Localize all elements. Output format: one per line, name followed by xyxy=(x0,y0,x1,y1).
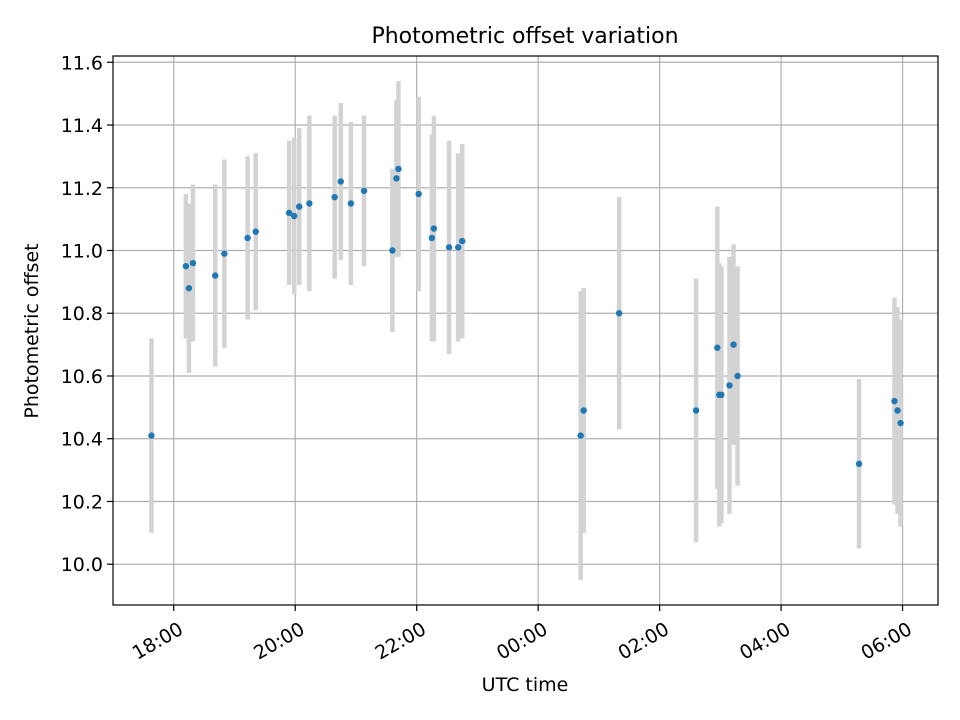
y-tick-label: 11.4 xyxy=(61,115,103,137)
data-point xyxy=(212,272,219,279)
data-point xyxy=(855,460,863,468)
data-point xyxy=(185,284,193,292)
y-axis-ticks: 10.0 10.2 10.4 10.6 10.8 11.0 11.2 11.4 11.6 xyxy=(61,52,113,576)
data-point xyxy=(337,178,344,185)
data-point xyxy=(692,407,700,414)
data-point xyxy=(718,391,725,399)
data-point xyxy=(347,200,355,207)
data-point xyxy=(430,225,438,232)
data-point xyxy=(415,190,422,198)
data-point xyxy=(244,234,251,242)
data-point xyxy=(577,432,584,439)
data-point xyxy=(894,407,901,414)
data-point xyxy=(290,212,298,220)
y-tick-label: 10.4 xyxy=(61,429,103,451)
data-points xyxy=(148,165,904,468)
data-point xyxy=(395,165,402,173)
data-point xyxy=(296,203,303,210)
data-point xyxy=(389,247,396,254)
y-tick-label: 11.2 xyxy=(61,178,103,200)
plot-area xyxy=(113,56,938,605)
data-point xyxy=(252,228,259,235)
y-tick-label: 10.0 xyxy=(61,554,103,576)
data-point xyxy=(393,175,400,182)
y-tick-label: 10.2 xyxy=(61,491,103,513)
x-axis-label: UTC time xyxy=(482,674,569,696)
data-point xyxy=(726,382,733,389)
data-point xyxy=(428,234,436,242)
data-point xyxy=(360,187,368,195)
data-point xyxy=(306,200,313,207)
y-tick-label: 11.0 xyxy=(61,241,103,263)
data-point xyxy=(714,344,721,351)
data-point xyxy=(189,259,197,267)
data-point xyxy=(730,341,737,348)
data-point xyxy=(221,250,228,257)
plot-frame xyxy=(112,55,939,606)
data-point xyxy=(331,193,338,201)
y-axis-label: Photometric offset xyxy=(21,243,43,418)
data-point xyxy=(615,310,623,317)
data-point xyxy=(891,397,898,405)
chart-title: Photometric offset variation xyxy=(371,24,678,49)
data-point xyxy=(734,372,741,380)
y-tick-label: 11.6 xyxy=(61,52,103,74)
data-point xyxy=(285,209,293,217)
data-point xyxy=(182,262,190,270)
data-point xyxy=(148,432,155,439)
data-point xyxy=(897,419,904,427)
y-tick-label: 10.8 xyxy=(61,303,103,325)
data-point xyxy=(454,244,462,251)
data-point xyxy=(580,407,587,414)
data-point xyxy=(459,237,466,245)
y-tick-label: 10.6 xyxy=(61,366,103,388)
data-point xyxy=(445,244,453,251)
